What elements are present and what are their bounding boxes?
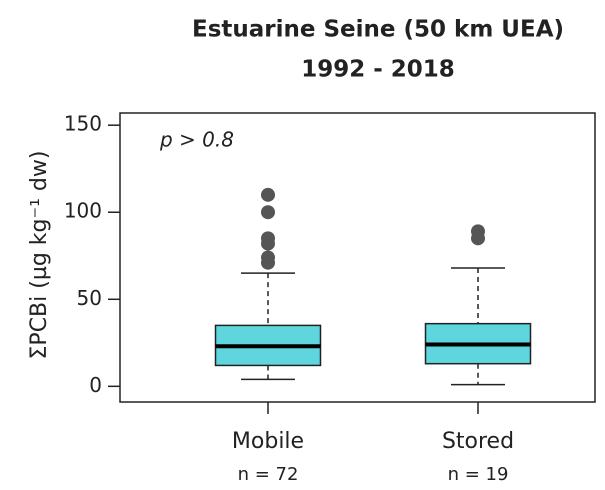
y-tick-label: 0 — [89, 373, 102, 397]
outlier — [471, 231, 485, 246]
chart-title: Estuarine Seine (50 km UEA) — [192, 17, 564, 43]
y-tick-label: 100 — [64, 199, 102, 223]
chart-title: 1992 - 2018 — [301, 57, 455, 83]
outlier — [261, 236, 275, 251]
plot-frame — [119, 112, 596, 403]
annotation: p > 0.8 — [159, 128, 234, 152]
sample-size: n = 72 — [238, 464, 299, 485]
outlier — [261, 255, 275, 270]
y-tick-label: 150 — [64, 112, 102, 136]
x-tick-label: Stored — [442, 429, 514, 454]
y-tick-label: 50 — [77, 286, 102, 310]
outlier — [261, 205, 275, 220]
y-axis-label: ΣPCBi (µg kg⁻¹ dw) — [27, 151, 52, 360]
x-tick-label: Mobile — [232, 429, 304, 454]
sample-size: n = 19 — [448, 464, 509, 485]
outlier — [261, 187, 275, 202]
